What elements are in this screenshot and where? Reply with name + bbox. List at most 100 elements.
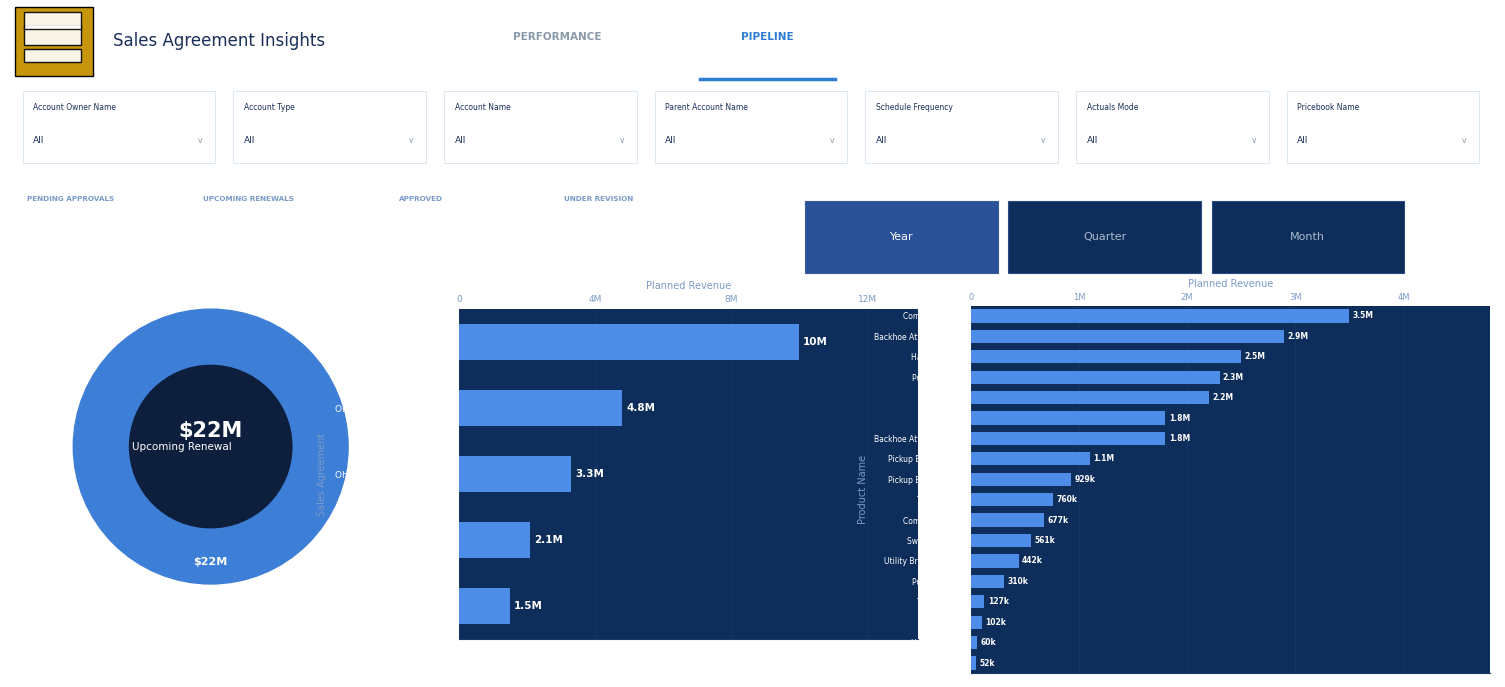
Text: Sales Agreement Insights: Sales Agreement Insights: [113, 32, 325, 50]
Text: v: v: [1463, 136, 1466, 145]
Bar: [971, 656, 977, 670]
Circle shape: [74, 309, 348, 584]
Text: All: All: [665, 136, 677, 145]
Text: $22M: $22M: [194, 557, 227, 567]
Text: Which agreements need my attention?: Which agreements need my attention?: [23, 316, 266, 329]
Text: All: All: [455, 136, 467, 145]
FancyBboxPatch shape: [1212, 201, 1404, 273]
Bar: [459, 588, 510, 624]
Text: 2.2M: 2.2M: [1212, 393, 1233, 402]
Text: 2.3M: 2.3M: [1222, 372, 1245, 382]
Bar: [459, 390, 622, 426]
Text: v: v: [831, 136, 834, 145]
Bar: [459, 324, 799, 360]
Text: All: All: [1087, 136, 1099, 145]
Bar: [459, 522, 530, 558]
Bar: [971, 616, 981, 629]
FancyBboxPatch shape: [444, 91, 637, 163]
Text: v: v: [199, 136, 202, 145]
Bar: [971, 309, 1350, 323]
Text: 1.8M: 1.8M: [1169, 414, 1190, 423]
Text: Sales agreements by planned revenue: Sales agreements by planned revenue: [444, 316, 686, 329]
FancyBboxPatch shape: [233, 91, 426, 163]
FancyBboxPatch shape: [24, 12, 81, 29]
Text: 561k: 561k: [1034, 536, 1055, 545]
Text: -: -: [564, 248, 570, 263]
Text: All: All: [33, 136, 45, 145]
Text: UPCOMING RENEWALS: UPCOMING RENEWALS: [203, 196, 293, 202]
Bar: [971, 513, 1044, 527]
X-axis label: Planned Revenue: Planned Revenue: [1187, 279, 1273, 289]
Text: 10M: 10M: [804, 337, 828, 347]
Text: UNDER REVISION: UNDER REVISION: [564, 196, 634, 202]
Text: v: v: [1252, 136, 1255, 145]
Text: All: All: [876, 136, 888, 145]
Text: 60k: 60k: [980, 638, 996, 647]
FancyBboxPatch shape: [865, 91, 1058, 163]
Text: Year: Year: [889, 232, 914, 243]
Bar: [971, 493, 1054, 506]
Text: 52k: 52k: [980, 659, 995, 668]
FancyBboxPatch shape: [655, 91, 847, 163]
Text: $22M: $22M: [179, 421, 242, 441]
Text: PERFORMANCE: PERFORMANCE: [513, 32, 600, 42]
Bar: [971, 412, 1165, 425]
FancyBboxPatch shape: [805, 201, 998, 273]
Y-axis label: Sales Agreement: Sales Agreement: [318, 432, 327, 516]
Text: 2.9M: 2.9M: [1288, 332, 1309, 341]
Bar: [459, 456, 572, 492]
Text: Actuals Mode: Actuals Mode: [1087, 103, 1138, 112]
Text: 4.8M: 4.8M: [626, 403, 655, 413]
Text: 2.5M: 2.5M: [1245, 352, 1266, 361]
FancyBboxPatch shape: [15, 7, 93, 76]
Bar: [971, 534, 1031, 547]
FancyBboxPatch shape: [1287, 91, 1479, 163]
Text: v: v: [409, 136, 412, 145]
Text: -: -: [399, 248, 405, 263]
Bar: [971, 432, 1165, 445]
Text: 442k: 442k: [1022, 556, 1043, 565]
FancyBboxPatch shape: [23, 91, 215, 163]
Bar: [971, 330, 1284, 343]
Text: 1.5M: 1.5M: [515, 601, 543, 611]
Text: All: All: [244, 136, 256, 145]
Bar: [971, 554, 1019, 567]
Text: All: All: [1297, 136, 1309, 145]
Text: PENDING APPROVALS: PENDING APPROVALS: [27, 196, 114, 202]
Text: Upcoming Renewal: Upcoming Renewal: [132, 442, 232, 451]
X-axis label: Planned Revenue: Planned Revenue: [646, 281, 731, 291]
Text: 3.3M: 3.3M: [575, 469, 604, 479]
Text: APPROVED: APPROVED: [399, 196, 442, 202]
Text: 2.1M: 2.1M: [534, 535, 563, 545]
Bar: [971, 473, 1072, 486]
Text: 102k: 102k: [984, 618, 1005, 627]
Text: 1.1M: 1.1M: [1093, 454, 1114, 463]
Text: v: v: [620, 136, 623, 145]
Bar: [971, 452, 1090, 466]
Bar: [971, 636, 977, 649]
Text: Pricebook Name: Pricebook Name: [1297, 103, 1359, 112]
Bar: [971, 391, 1209, 404]
Text: Sales agreement products by planned revenue: Sales agreement products by planned reve…: [956, 316, 1249, 329]
Text: $22.1M: $22.1M: [203, 246, 290, 266]
Text: 760k: 760k: [1057, 495, 1078, 504]
Bar: [971, 350, 1242, 363]
Bar: [971, 575, 1004, 588]
Text: 127k: 127k: [987, 597, 1008, 607]
Text: 3.5M: 3.5M: [1353, 311, 1374, 320]
Text: 677k: 677k: [1047, 516, 1069, 525]
Text: 310k: 310k: [1007, 577, 1028, 586]
Text: Account Owner Name: Account Owner Name: [33, 103, 116, 112]
Text: Schedule Frequency: Schedule Frequency: [876, 103, 953, 112]
Text: Parent Account Name: Parent Account Name: [665, 103, 748, 112]
Bar: [971, 595, 984, 609]
Text: Account Name: Account Name: [455, 103, 510, 112]
Text: v: v: [1041, 136, 1044, 145]
FancyBboxPatch shape: [24, 25, 81, 45]
Text: Account Type: Account Type: [244, 103, 295, 112]
FancyBboxPatch shape: [1008, 201, 1201, 273]
Text: -: -: [27, 248, 33, 263]
Bar: [971, 370, 1219, 384]
Text: 1.8M: 1.8M: [1169, 434, 1190, 443]
Text: 929k: 929k: [1075, 475, 1096, 484]
